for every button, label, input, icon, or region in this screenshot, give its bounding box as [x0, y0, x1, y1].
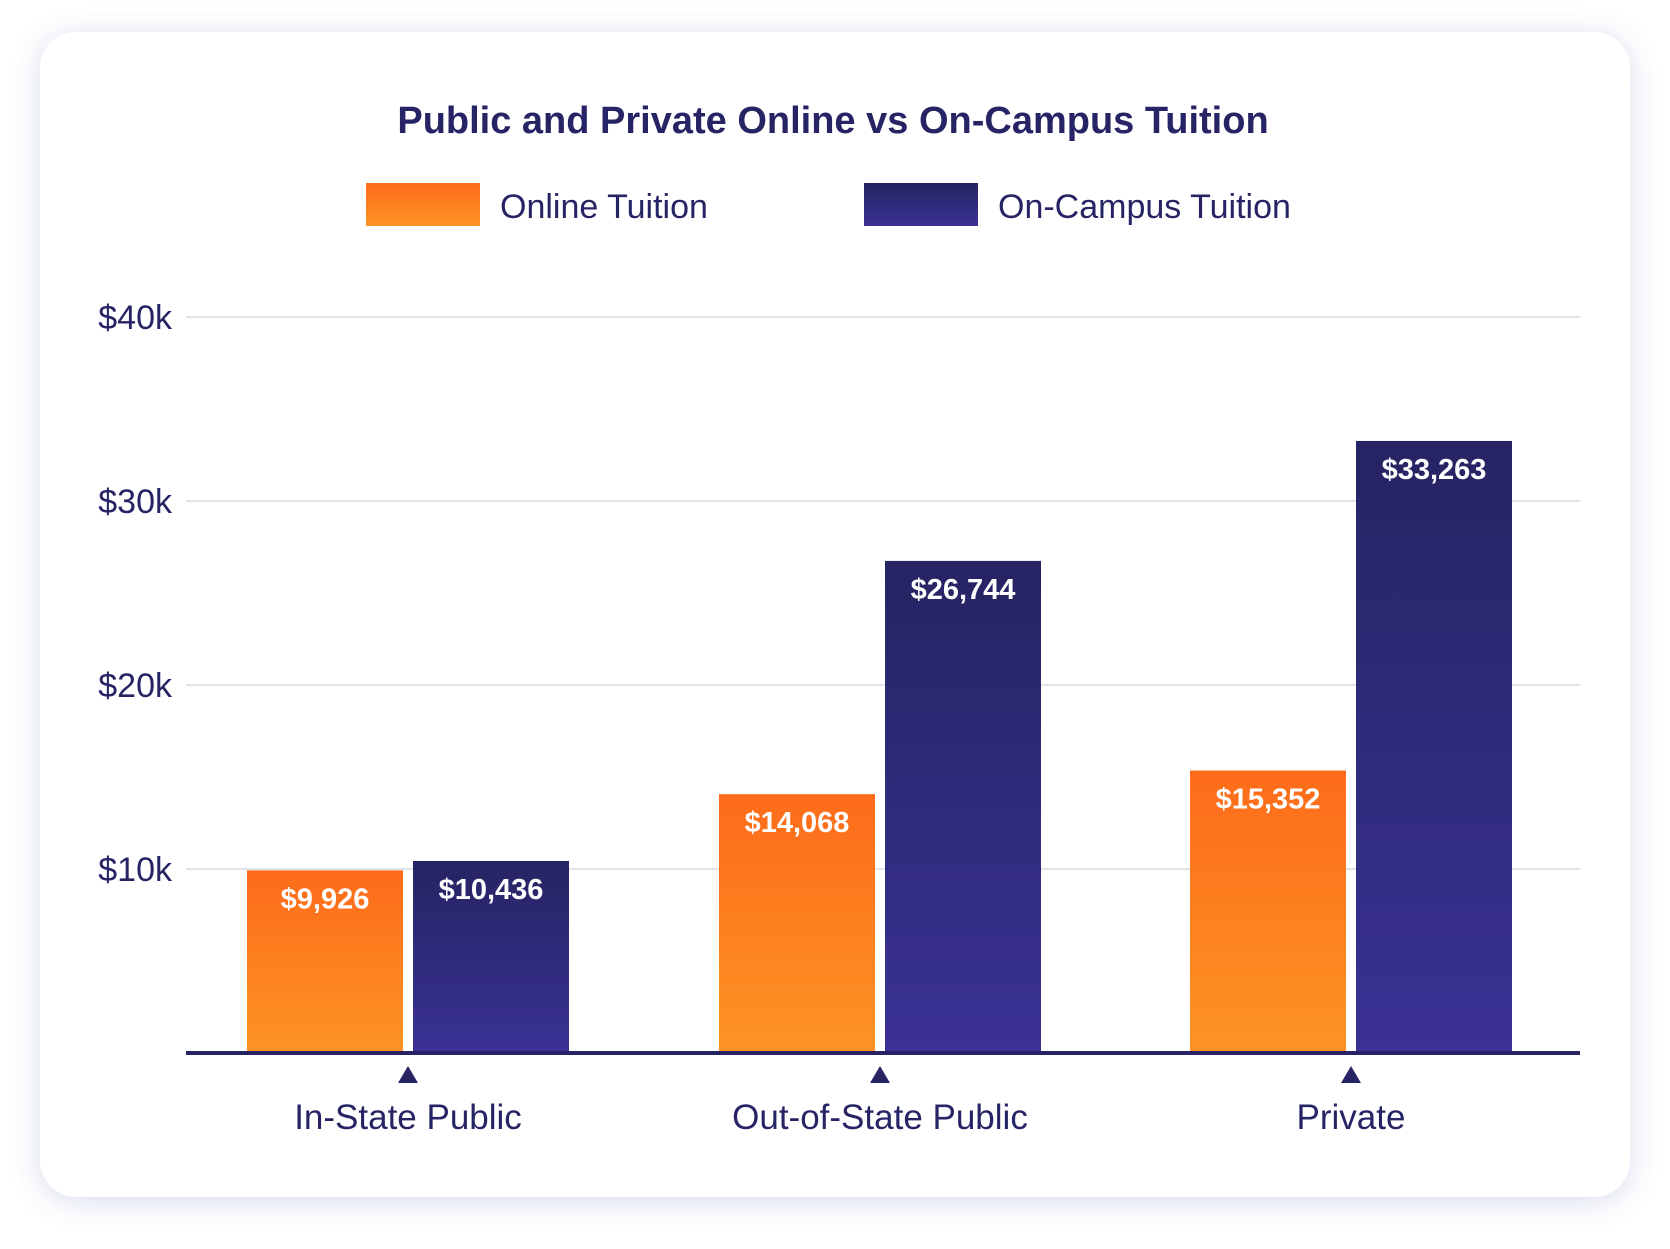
bar-value-label: $9,926	[281, 883, 370, 915]
x-tick-label: Private	[1297, 1098, 1406, 1137]
legend-swatch-on-campus	[864, 183, 978, 226]
chart-title: Public and Private Online vs On-Campus T…	[397, 100, 1268, 142]
legend: Online Tuition On-Campus Tuition	[366, 183, 1291, 226]
bar-on-campus	[885, 560, 1041, 1053]
x-axis: In-State Public Out-of-State Public Privat…	[186, 1051, 1580, 1137]
bar-value-label: $14,068	[745, 807, 850, 839]
bars: $9,926 $10,436 $14,068 $26,744 $15,352 $33,26…	[247, 440, 1512, 1053]
x-tick-label: In-State Public	[294, 1098, 522, 1137]
legend-label-online: Online Tuition	[500, 188, 708, 226]
legend-swatch-online	[366, 183, 480, 226]
y-tick-label: $10k	[98, 851, 173, 889]
bar-value-label: $26,744	[911, 574, 1016, 606]
y-tick-label: $30k	[98, 483, 173, 521]
y-tick-label: $20k	[98, 667, 173, 705]
bar-online	[719, 794, 875, 1053]
bar-value-label: $10,436	[439, 874, 544, 906]
y-tick-label: $40k	[98, 299, 173, 337]
x-tick-marker-icon	[870, 1066, 890, 1083]
x-tick-marker-icon	[398, 1066, 418, 1083]
bar-online	[1190, 770, 1346, 1053]
x-tick-marker-icon	[1341, 1066, 1361, 1083]
bar-value-label: $33,263	[1382, 454, 1487, 486]
bar-online	[247, 870, 403, 1053]
bar-value-label: $15,352	[1216, 784, 1321, 816]
y-axis: $10k $20k $30k $40k	[98, 299, 173, 889]
bar-on-campus	[413, 860, 569, 1053]
legend-label-on-campus: On-Campus Tuition	[998, 188, 1291, 226]
bar-on-campus	[1356, 440, 1512, 1053]
x-tick-label: Out-of-State Public	[732, 1098, 1028, 1137]
